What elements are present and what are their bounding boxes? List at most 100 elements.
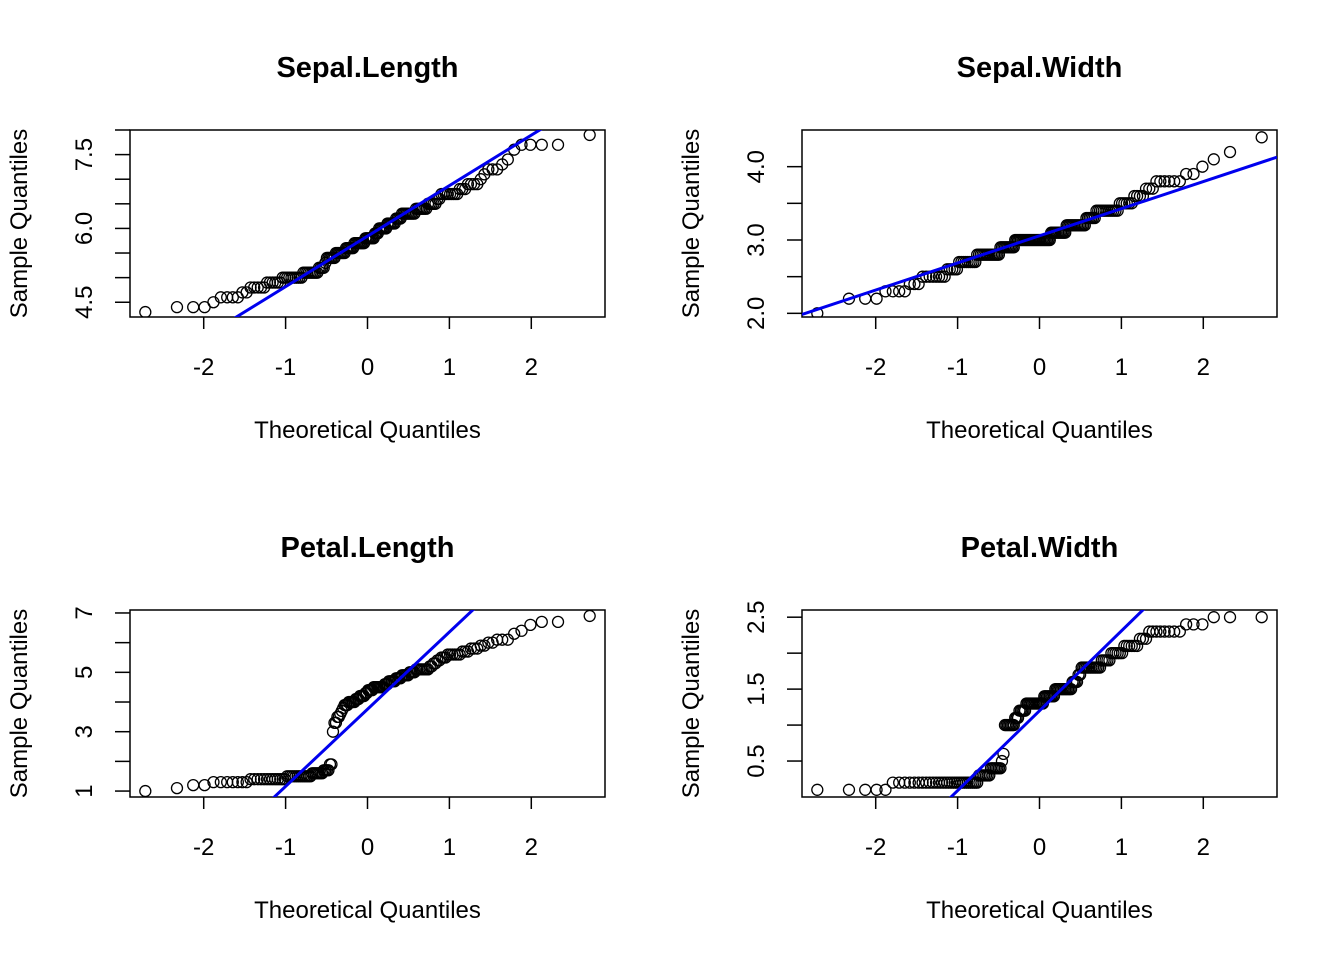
y-tick-label: 0.5 <box>743 744 770 777</box>
y-tick-label: 4.5 <box>71 286 98 319</box>
x-tick-label: -1 <box>947 834 968 861</box>
qq-point <box>139 784 152 797</box>
y-tick-label: 3 <box>71 725 98 738</box>
panel-title: Sepal.Length <box>276 52 458 84</box>
qq-point <box>1196 160 1209 173</box>
qq-point <box>842 783 856 796</box>
qq-point <box>1139 182 1153 195</box>
x-tick-label: -2 <box>193 354 214 381</box>
plot-frame <box>801 129 1278 318</box>
qq-point <box>1136 632 1150 645</box>
qq-point <box>1187 618 1200 631</box>
qq-point <box>1196 618 1209 631</box>
qq-point <box>870 783 883 796</box>
qq-point <box>1130 189 1144 203</box>
x-tick-label: 2 <box>1197 834 1210 861</box>
qq-point <box>926 776 940 789</box>
qq-reference-line <box>272 610 475 797</box>
x-tick-label: -1 <box>947 354 968 381</box>
qq-point <box>248 281 261 294</box>
qq-point <box>912 277 925 291</box>
qq-point <box>251 281 264 294</box>
qq-point <box>461 177 475 191</box>
qq-point <box>464 177 478 191</box>
qq-point <box>870 292 883 305</box>
qq-points <box>811 611 1268 796</box>
qq-point <box>471 642 484 655</box>
x-tick-label: 1 <box>1115 354 1128 381</box>
y-tick-label: 5 <box>71 666 98 679</box>
x-tick-label: 2 <box>1197 354 1210 381</box>
qq-point <box>886 776 899 789</box>
qq-point <box>1207 611 1220 624</box>
qq-point <box>1146 182 1159 195</box>
x-tick-label: 2 <box>525 354 538 381</box>
qq-point <box>1255 611 1268 624</box>
qq-point <box>1064 682 1078 696</box>
qq-point <box>1070 675 1084 689</box>
panel-title: Petal.Length <box>280 532 454 564</box>
qq-point <box>226 291 239 304</box>
qq-reference-line <box>233 130 543 317</box>
qq-point <box>1173 175 1186 188</box>
y-axis-label: Sample Quantiles <box>6 609 33 798</box>
qq-point <box>903 776 916 789</box>
plot-frame <box>129 129 606 318</box>
qq-point <box>1158 175 1171 188</box>
x-tick-label: 0 <box>361 834 374 861</box>
qq-point <box>886 285 899 298</box>
qq-point <box>478 639 491 652</box>
qq-point <box>254 773 268 786</box>
x-tick-label: 0 <box>1033 354 1046 381</box>
qq-point <box>433 654 446 667</box>
qq-point <box>214 291 227 304</box>
qq-point <box>583 130 596 142</box>
qq-point <box>486 163 499 176</box>
y-tick-label: 7.5 <box>71 138 98 171</box>
qq-point <box>1154 175 1167 188</box>
qq-point <box>923 776 936 789</box>
qq-points <box>139 610 596 797</box>
qq-panel-1: Sepal.Length Theoretical Quantiles Sample … <box>6 52 606 444</box>
y-axis-label: Sample Quantiles <box>6 129 33 318</box>
x-axis-label: Theoretical Quantiles <box>926 897 1153 924</box>
y-axis-label: Sample Quantiles <box>678 609 705 798</box>
qq-point <box>482 163 495 176</box>
qq-panel-4: Petal.Width Theoretical Quantiles Sample Q… <box>678 532 1278 924</box>
y-tick-label: 6.0 <box>71 212 98 245</box>
y-tick-label: 1 <box>71 784 98 797</box>
x-tick-label: -2 <box>865 834 886 861</box>
qq-reference-line <box>802 155 1277 316</box>
y-tick-label: 3.0 <box>743 223 770 256</box>
qq-point <box>1180 618 1193 631</box>
y-tick-label: 2.5 <box>743 601 770 634</box>
qq-point <box>458 645 472 658</box>
qq-point <box>908 776 921 789</box>
x-tick-label: -1 <box>275 834 296 861</box>
qq-point <box>482 636 495 649</box>
qq-point <box>535 138 548 151</box>
qq-point <box>1143 182 1156 195</box>
qq-point <box>248 773 261 786</box>
qq-point <box>139 305 152 317</box>
qq-point <box>994 762 1007 775</box>
plot-frame <box>129 609 606 798</box>
qq-point <box>1103 654 1116 667</box>
qq-point <box>811 307 824 317</box>
plot-frame <box>801 609 1278 798</box>
qq-point <box>1207 153 1220 166</box>
qq-point <box>170 781 184 795</box>
qq-point <box>551 615 565 629</box>
qq-point <box>932 270 946 283</box>
qq-point <box>187 778 200 792</box>
y-tick-label: 7 <box>71 606 98 619</box>
qq-point <box>1158 625 1171 638</box>
qq-reference-line <box>948 610 1146 797</box>
x-axis-label: Theoretical Quantiles <box>254 897 481 924</box>
x-axis-label: Theoretical Quantiles <box>254 417 481 444</box>
qq-point <box>1255 131 1268 144</box>
qq-points <box>139 130 596 317</box>
panel-title: Sepal.Width <box>957 52 1123 84</box>
qq-point <box>198 778 211 792</box>
qq-point <box>1173 625 1186 638</box>
